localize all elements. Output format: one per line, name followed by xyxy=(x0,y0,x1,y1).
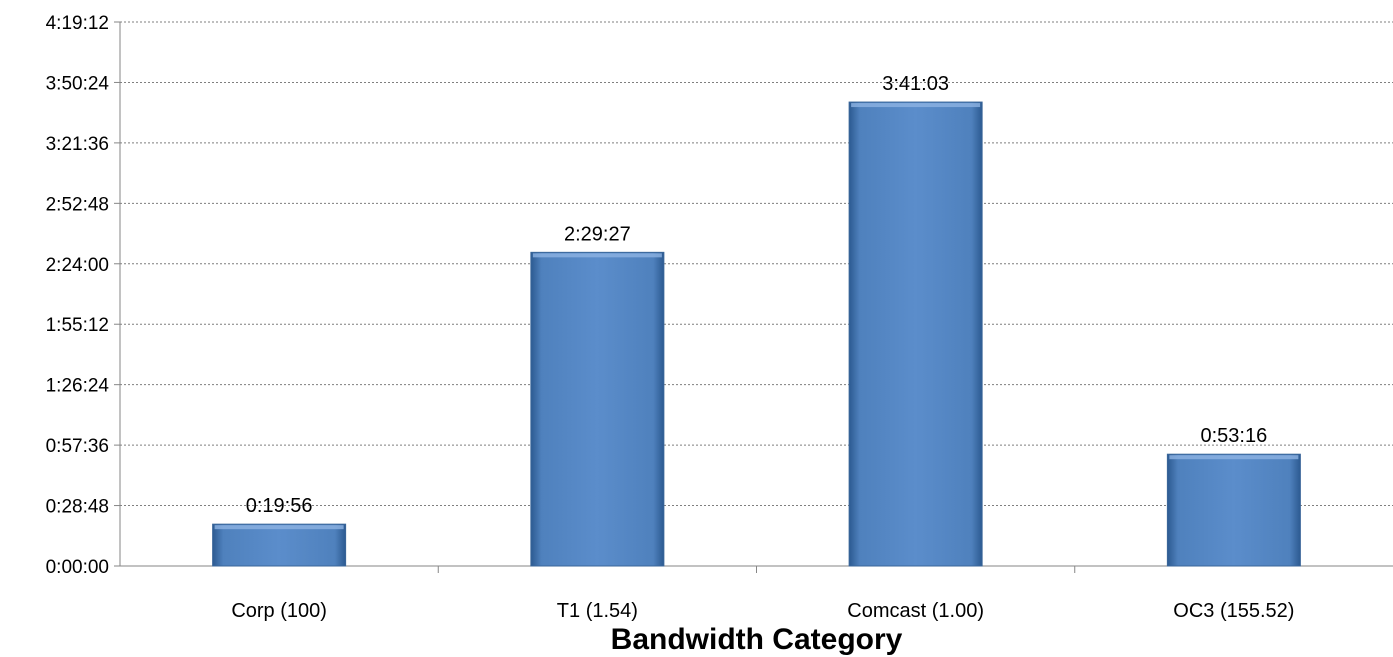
y-tick-label: 1:26:24 xyxy=(46,376,110,397)
y-tick-label: 3:21:36 xyxy=(46,134,109,155)
y-tick-label: 0:00:00 xyxy=(46,557,109,578)
y-tick-label: 3:50:24 xyxy=(46,73,110,94)
bar-rect xyxy=(212,523,347,567)
category-label: T1 (1.54) xyxy=(557,600,638,622)
y-tick-label: 0:57:36 xyxy=(46,436,109,457)
bar-highlight xyxy=(214,525,344,530)
bar-rect xyxy=(530,251,665,567)
y-tick-label: 0:28:48 xyxy=(46,497,109,518)
x-axis-title: Bandwidth Category xyxy=(611,623,903,656)
bar xyxy=(848,101,983,567)
bar-rect xyxy=(1166,453,1301,567)
labels: 0:00:00 0:28:48 0:57:36 1:26:24 1:55:12 2:24:… xyxy=(46,13,1295,622)
data-label: 0:19:56 xyxy=(246,495,313,517)
bar-highlight xyxy=(851,103,981,108)
y-tick-label: 2:24:00 xyxy=(46,255,109,276)
category-label: Corp (100) xyxy=(231,600,327,622)
bar xyxy=(530,251,665,567)
data-label: 3:41:03 xyxy=(882,73,949,95)
category-label: Comcast (1.00) xyxy=(847,600,984,622)
y-tick-label: 1:55:12 xyxy=(46,315,109,336)
bar-highlight xyxy=(532,253,662,258)
data-label: 2:29:27 xyxy=(564,223,631,245)
category-label: OC3 (155.52) xyxy=(1173,600,1294,622)
bar xyxy=(212,523,347,567)
y-tick-label: 4:19:12 xyxy=(46,13,109,34)
y-tick-label: 2:52:48 xyxy=(46,194,109,215)
bar-rect xyxy=(848,101,983,567)
bars xyxy=(212,101,1301,567)
bar-highlight xyxy=(1169,455,1299,460)
data-label: 0:53:16 xyxy=(1201,425,1268,447)
gridlines xyxy=(120,21,1393,507)
bar xyxy=(1166,453,1301,567)
